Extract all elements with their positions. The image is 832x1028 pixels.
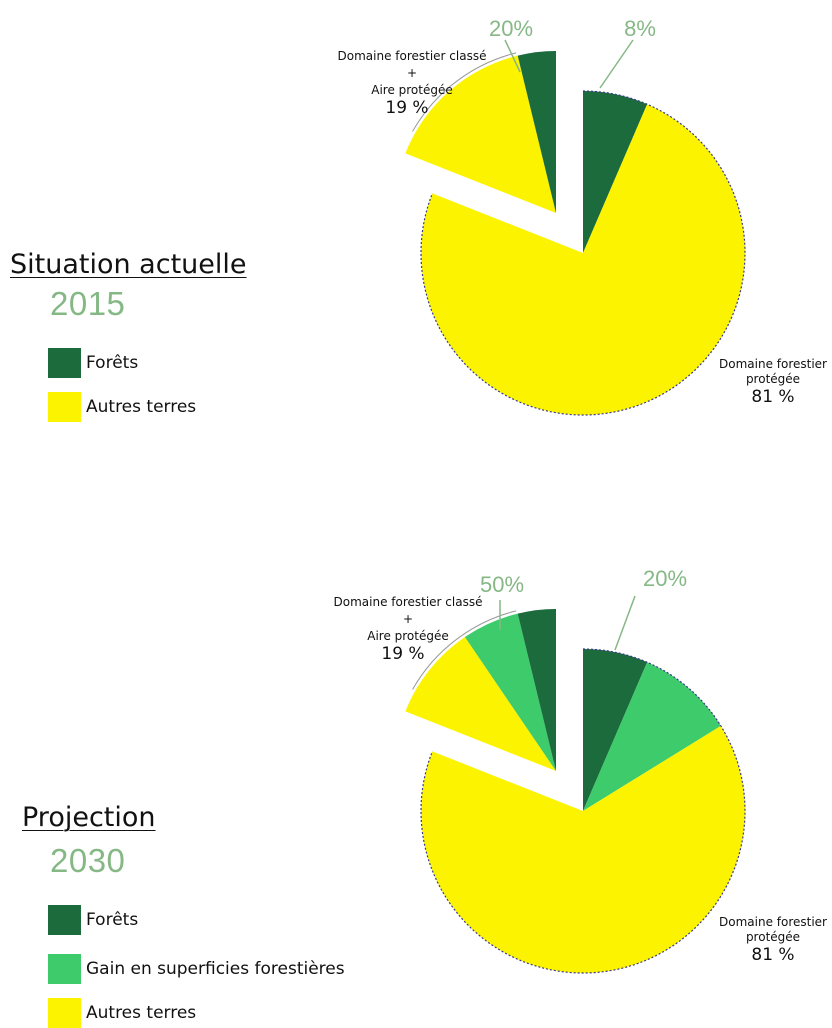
p1-large-slice-0 [583,91,648,253]
panel2-legend-label-gain: Gain en superficies forestières [86,959,345,979]
p1-leader-large-group [599,39,634,89]
panel1-year: 2015 [50,285,126,322]
panel2-legend-gain: Gain en superficies forestières [48,954,345,984]
p2-large-group-label-line: protégée [746,930,800,944]
panel1-legend-label-autres: Autres terres [86,397,197,417]
p1-large-group-label-line: Domaine forestier [719,357,827,371]
panel1-legend-swatch-autres [48,392,81,422]
p1-small-group-label-line: Aire protégée [371,83,453,97]
panel2-legend-label-autres: Autres terres [86,1003,197,1023]
panel2-year: 2030 [50,842,126,879]
p1-large-group-forest-pct: 8% [624,16,656,41]
p2-small-slice-0 [405,637,556,771]
p1-small-group-share: 19 % [385,98,428,118]
panel1-legend-forets: Forêts [48,348,138,378]
p2-large-slice-1 [583,662,721,811]
p2-large-group-share: 81 % [751,945,794,965]
p2-large-slice-0 [583,648,648,811]
panel2-legend-swatch-forets [48,905,81,935]
p1-small-slice-0 [405,55,556,213]
p2-small-group-label-line: Aire protégée [367,629,449,643]
panel2-legend-swatch-gain [48,954,81,984]
p1-small-group-label-line: + [407,66,417,80]
p2-small-outline [412,610,517,690]
panel2-legend-label-forets: Forêts [86,910,139,930]
p2-small-group-label-line: Domaine forestier classé [334,595,483,609]
p1-leader-small-group [504,39,521,73]
panel2-legend-forets: Forêts [48,905,138,935]
p2-small-slice-1 [464,613,556,771]
p2-large-outline [420,648,746,974]
p2-large-slice-2 [421,725,746,974]
p1-large-group-label-line: protégée [746,372,800,386]
p1-small-group-label-line: Domaine forestier classé [338,49,487,63]
panel1-legend-swatch-forets [48,348,81,378]
p1-small-slice-1 [517,51,556,213]
p2-large-group-label-line: Domaine forestier [719,915,827,929]
panel2-title: Projection [22,802,156,833]
p1-small-outline [412,52,517,132]
p1-large-group-share: 81 % [751,387,794,407]
panel1-legend-label-forets: Forêts [86,353,139,373]
panel2-legend-swatch-autres [48,998,81,1028]
p2-small-slice-2 [517,609,556,771]
p2-large-group-forest-pct: 20% [643,566,687,591]
panel2-legend-autres: Autres terres [48,998,196,1028]
p2-small-group-label-line: + [403,612,413,626]
p2-leader-large-group [614,595,636,651]
p2-small-group-forest-pct: 50% [480,572,524,597]
panel1-legend-autres: Autres terres [48,392,196,422]
p1-large-outline [420,90,746,416]
panel1-title: Situation actuelle [10,249,247,280]
p1-small-group-forest-pct: 20% [489,16,533,41]
p2-small-group-share: 19 % [381,644,424,664]
p1-large-slice-1 [421,104,746,415]
